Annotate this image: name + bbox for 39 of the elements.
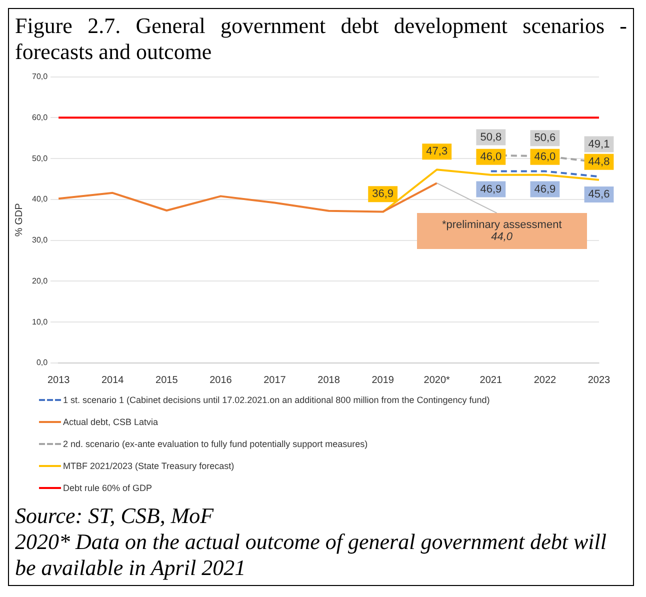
legend-label: Actual debt, CSB Latvia xyxy=(63,417,158,427)
data-label: 47,3 xyxy=(426,146,448,158)
data-label: 46,9 xyxy=(480,183,502,196)
annotation: *preliminary assessment 44,0 xyxy=(440,219,563,244)
source-note: Source: ST, CSB, MoF xyxy=(15,503,215,529)
x-tick-label: 2014 xyxy=(101,374,124,386)
y-tick-label: 20,0 xyxy=(32,276,48,286)
y-tick-label: 30,0 xyxy=(32,236,48,245)
y-tick-label: 60,0 xyxy=(32,112,48,122)
y-tick-label: 50,0 xyxy=(32,154,48,163)
data-label: 45,6 xyxy=(588,188,610,201)
legend-label: 1 st. scenario 1 (Cabinet decisions until 17.02.2021.on an additional 800 million from the Contingency fund) xyxy=(63,395,490,405)
x-tick-label: 2022 xyxy=(534,374,557,386)
x-tick-label: 2018 xyxy=(318,374,340,386)
data-label: 46,0 xyxy=(480,150,502,163)
y-tick-label: 10,0 xyxy=(32,317,48,326)
data-label: 36,9 xyxy=(372,188,394,200)
x-tick-label: 2013 xyxy=(47,374,70,386)
x-tick-label: 2023 xyxy=(588,374,611,386)
x-tick-label: 2021 xyxy=(480,374,502,386)
x-tick-label: 2017 xyxy=(264,374,286,386)
x-tick-label: 2019 xyxy=(372,374,394,386)
text: 2020* Data on the actual outcome of general government debt will be available in April 2021 xyxy=(15,529,608,581)
x-tick-label: 2015 xyxy=(156,374,178,386)
data-label: 46,9 xyxy=(534,183,556,196)
y-axis-title: % GDP xyxy=(14,202,25,237)
x-tick-label: 2020* xyxy=(424,374,450,386)
callout-box: *preliminary assessment 44,0 xyxy=(416,213,587,250)
chart-title: Figure 2.7. General government debt development scenarios - forecasts and outcome xyxy=(14,12,628,66)
data-label: 50,8 xyxy=(480,131,502,144)
legend-label: Debt rule 60% of GDP xyxy=(63,483,152,493)
x-tick-label: 2016 xyxy=(210,374,232,386)
legend-label: MTBF 2021/2023 (State Treasury forecast) xyxy=(63,461,234,471)
legend-label: 2 nd. scenario (ex-ante evaluation to fully fund potentially support measures) xyxy=(63,439,368,449)
y-tick-label: 70,0 xyxy=(32,72,48,82)
data-label: 50,6 xyxy=(534,132,556,144)
data-label: 49,1 xyxy=(588,138,610,150)
y-tick-label: 40,0 xyxy=(32,194,48,204)
y-tick-label: 0,0 xyxy=(36,358,48,368)
